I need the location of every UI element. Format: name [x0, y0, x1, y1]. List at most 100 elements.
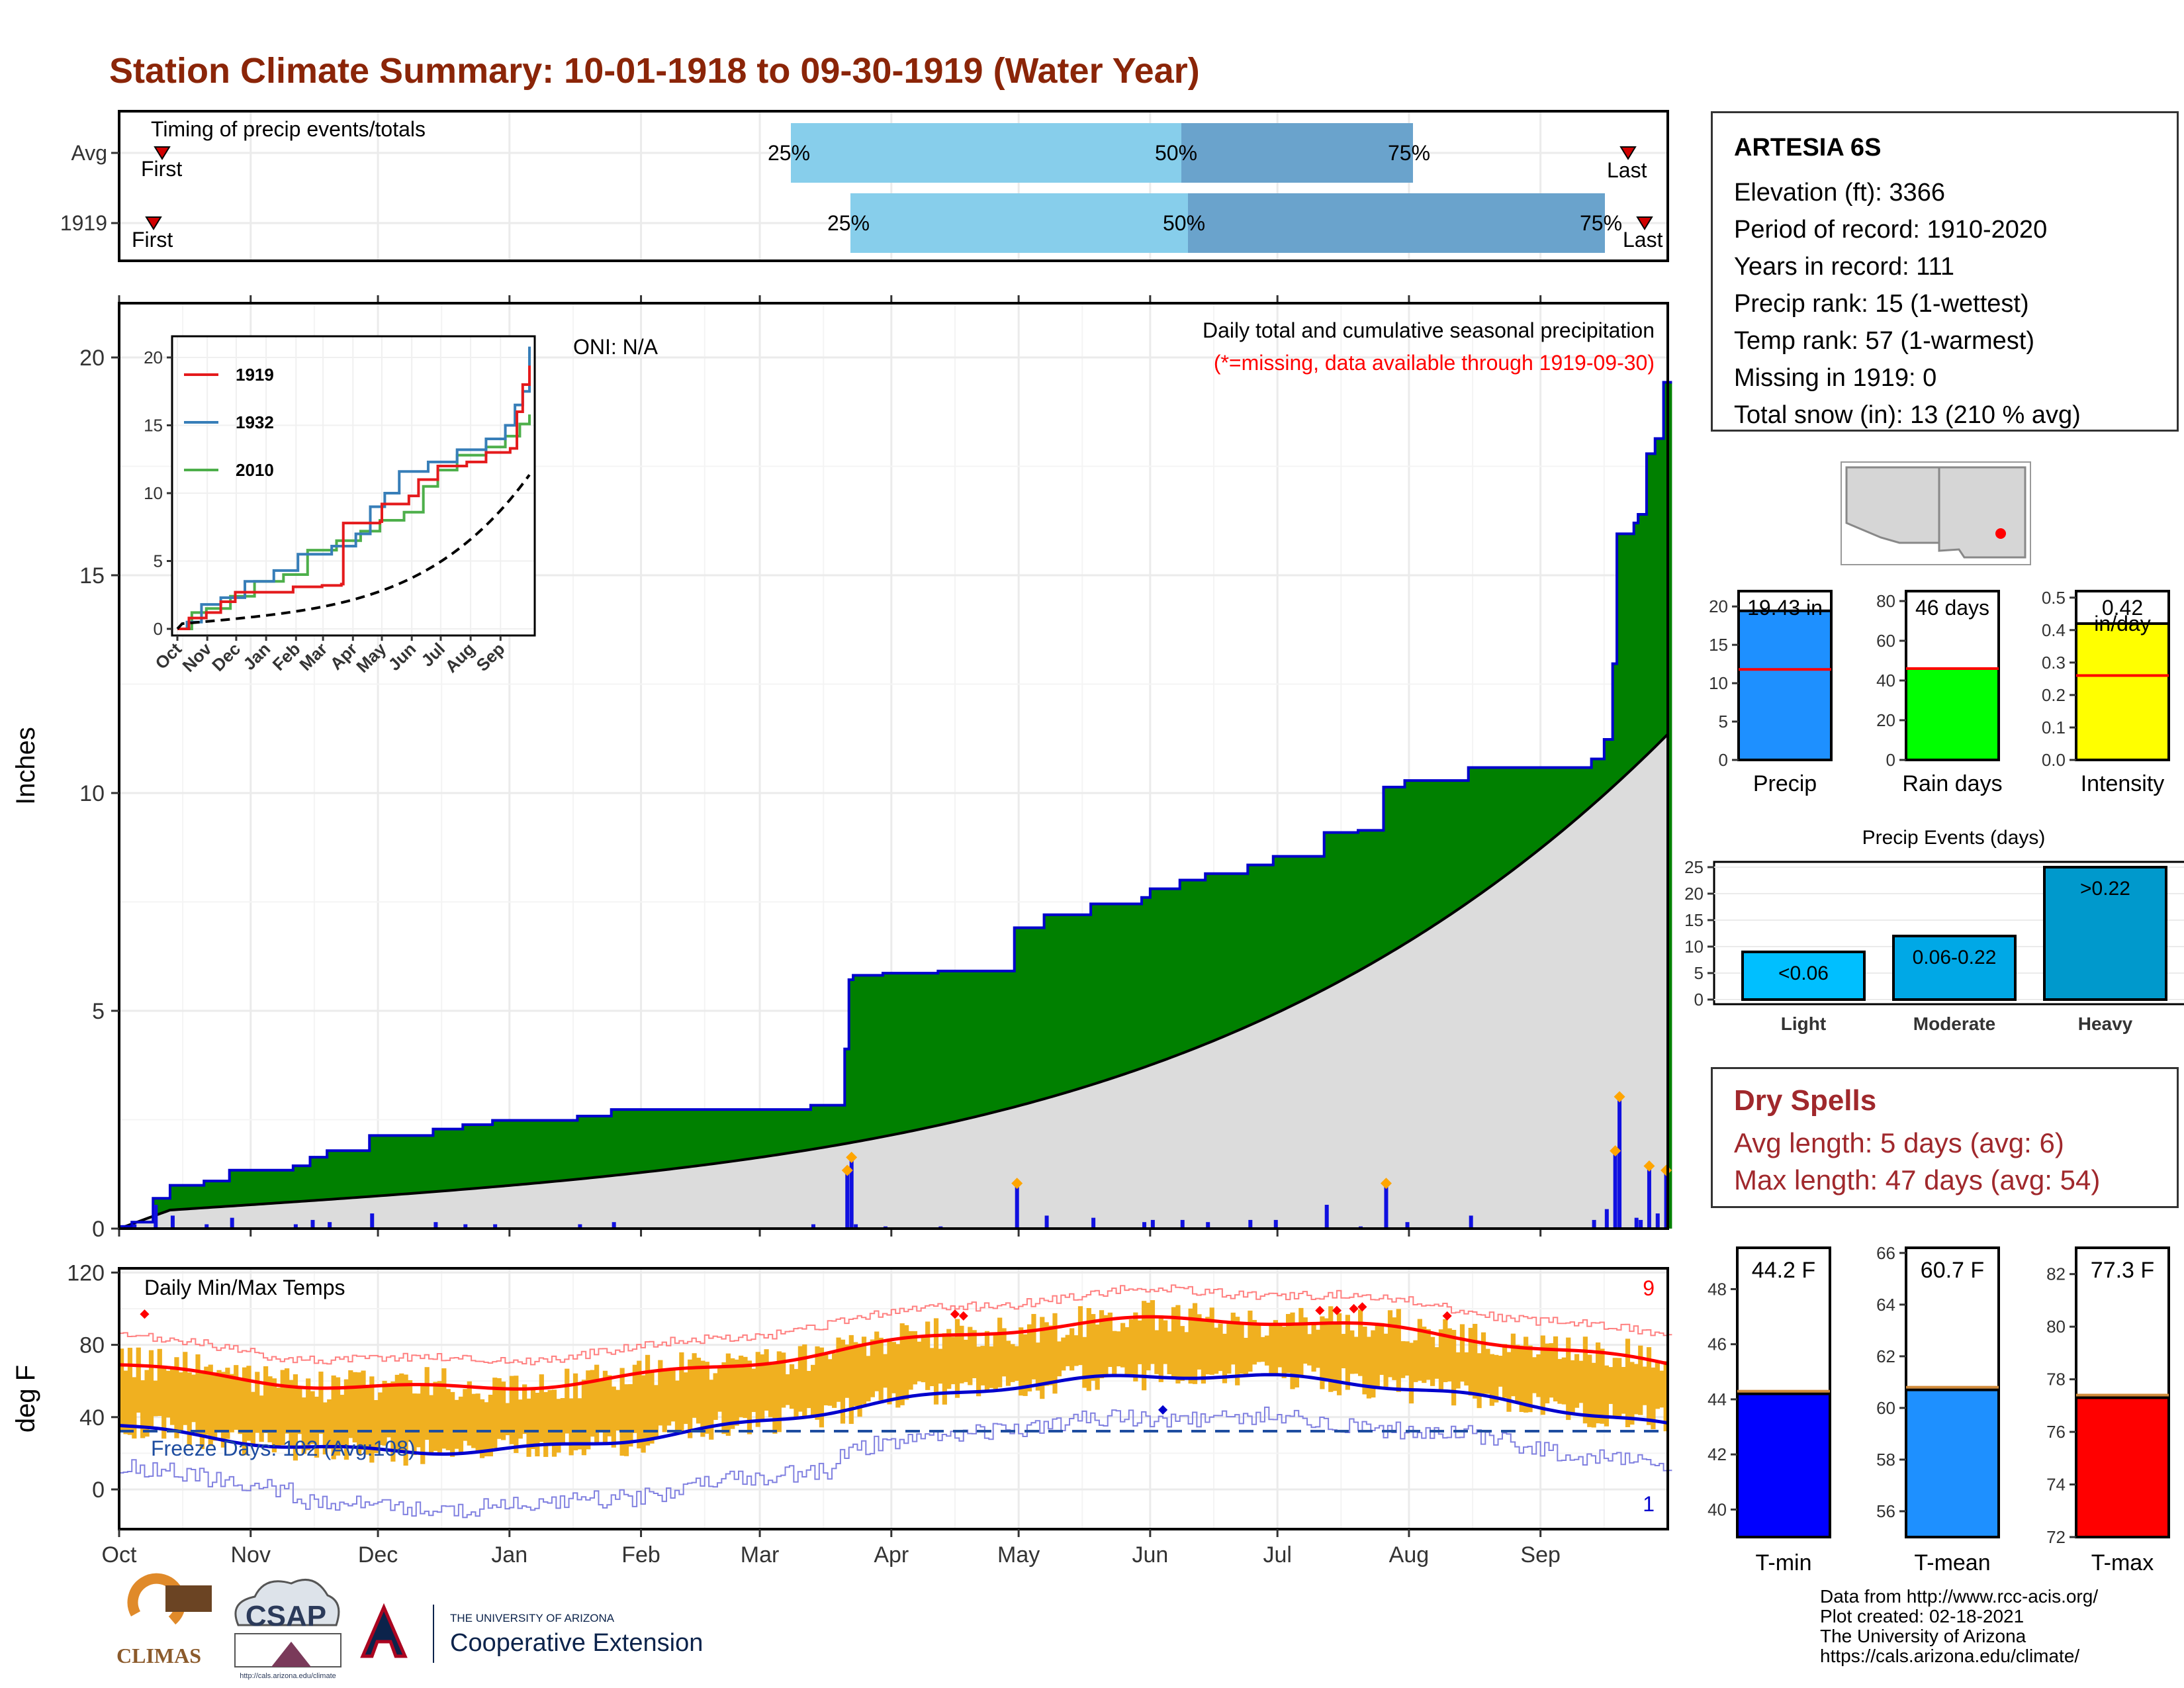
temp-range-bar — [467, 1381, 472, 1446]
temp-summary-value: 60.7 F — [1921, 1258, 1984, 1283]
temp-range-bar — [306, 1378, 311, 1450]
temp-summary-y-tick: 80 — [2046, 1317, 2066, 1336]
temp-range-bar — [123, 1370, 128, 1434]
daily-precip-bar — [612, 1222, 616, 1229]
summary-y-tick: 0 — [1886, 750, 1895, 770]
temp-range-bar — [730, 1358, 735, 1429]
temp-range-bar — [954, 1319, 960, 1398]
events-bar-range: 0.06-0.22 — [1913, 947, 1997, 968]
temp-range-bar — [271, 1378, 277, 1452]
events-bar-range: <0.06 — [1778, 962, 1829, 984]
temp-range-bar — [1023, 1334, 1028, 1396]
temp-range-bar — [1082, 1336, 1087, 1388]
temp-range-bar — [674, 1380, 680, 1434]
temp-range-bar — [1531, 1357, 1537, 1393]
temp-summary-y-tick: 66 — [1876, 1243, 1895, 1263]
temp-range-bar — [1175, 1305, 1181, 1383]
temp-range-bar — [721, 1362, 727, 1434]
temp-range-bar — [997, 1317, 1003, 1387]
daily-precip-bar — [811, 1224, 815, 1229]
temp-range-bar — [725, 1353, 731, 1436]
summary-y-tick: 0.0 — [2042, 750, 2066, 770]
inset-y-tick: 5 — [154, 551, 163, 571]
temp-range-bar — [968, 1327, 973, 1385]
temp-range-bar — [1235, 1317, 1240, 1385]
temp-range-bar — [1286, 1313, 1291, 1374]
daily-precip-bar — [849, 1159, 854, 1229]
svg-text:CSAP: CSAP — [246, 1600, 326, 1632]
heavy-event-diamond — [841, 1164, 853, 1176]
climas-logo: CLIMAS — [116, 1573, 212, 1667]
locator-map — [1841, 461, 2031, 565]
temp-range-bar — [1256, 1323, 1261, 1362]
temp-range-bar — [1642, 1366, 1647, 1405]
daily-precip-bar — [1206, 1222, 1210, 1229]
temp-range-bar — [1515, 1344, 1520, 1403]
daily-precip-bar — [154, 1205, 158, 1229]
temp-range-bar — [543, 1391, 549, 1457]
temp-x-tick: Jan — [491, 1542, 527, 1568]
temp-range-bar — [1116, 1331, 1121, 1367]
temp-range-bar — [183, 1352, 188, 1425]
temp-range-bar — [412, 1393, 417, 1456]
temp-range-bar — [776, 1351, 782, 1432]
temp-range-bar — [1073, 1335, 1079, 1366]
temp-range-bar — [950, 1336, 956, 1385]
temp-range-bar — [772, 1362, 778, 1434]
record-high-diamond — [1315, 1305, 1325, 1315]
summary-y-tick: 0.5 — [2042, 588, 2066, 608]
average-cumulative-line — [118, 733, 1669, 1230]
temp-range-bar — [921, 1336, 926, 1383]
temp-x-tick: Jul — [1263, 1542, 1291, 1568]
credits: Data from http://www.rcc-acis.org/ Plot … — [1820, 1587, 2098, 1666]
temp-range-bar — [216, 1370, 222, 1432]
summary-y-tick: 40 — [1876, 671, 1895, 690]
temp-range-bar — [1248, 1310, 1253, 1372]
daily-precip-bar — [854, 1224, 858, 1229]
heavy-event-diamond — [1380, 1178, 1392, 1190]
temp-range-bar — [441, 1368, 447, 1449]
daily-precip-bar — [1604, 1209, 1609, 1229]
daily-temp-range-bars — [119, 1300, 1668, 1466]
temp-range-bar — [343, 1379, 349, 1460]
precip-y-tick: 15 — [79, 563, 105, 588]
temp-range-bar — [572, 1373, 578, 1450]
inset-series-1932 — [177, 346, 531, 630]
temp-panel-label: Daily Min/Max Temps — [144, 1276, 345, 1299]
temp-range-bar — [1005, 1340, 1011, 1386]
temp-range-bar — [293, 1374, 298, 1461]
temp-range-bar — [1574, 1354, 1580, 1408]
summary-value-label: 19.43 in — [1747, 596, 1823, 620]
temp-range-bar — [127, 1348, 133, 1435]
temp-range-bar — [220, 1372, 226, 1448]
temp-range-bar — [1540, 1335, 1545, 1415]
temp-range-bar — [132, 1377, 137, 1439]
temp-range-bar — [1383, 1333, 1388, 1387]
temp-range-bar — [1264, 1335, 1270, 1366]
temp-range-bar — [1358, 1309, 1363, 1376]
temp-range-bar — [445, 1389, 451, 1450]
daily-precip-bar — [1469, 1215, 1473, 1229]
temp-range-bar — [912, 1331, 918, 1385]
summary-y-tick: 0.3 — [2042, 653, 2066, 673]
station-elevation: Elevation (ft): 3366 — [1734, 179, 1945, 207]
temp-range-bar — [632, 1364, 637, 1433]
temp-range-bar — [1052, 1313, 1058, 1394]
temp-range-bar — [891, 1342, 897, 1393]
temp-range-bar — [454, 1399, 459, 1449]
temp-range-bar — [556, 1399, 561, 1453]
temp-range-bar — [169, 1368, 175, 1425]
temp-range-bar — [768, 1364, 774, 1417]
temp-range-bar — [407, 1380, 413, 1442]
temp-range-bar — [1048, 1325, 1054, 1385]
temp-range-bar — [420, 1385, 426, 1464]
daily-precip-bar — [370, 1213, 375, 1229]
temp-range-bar — [976, 1346, 981, 1397]
temp-range-bar — [1010, 1344, 1015, 1382]
temp-range-bar — [870, 1339, 875, 1397]
heavy-event-diamond — [1011, 1178, 1023, 1190]
temp-range-bar — [1281, 1327, 1287, 1378]
temp-x-tick: Mar — [741, 1542, 780, 1568]
record-max-line — [119, 1284, 1672, 1366]
